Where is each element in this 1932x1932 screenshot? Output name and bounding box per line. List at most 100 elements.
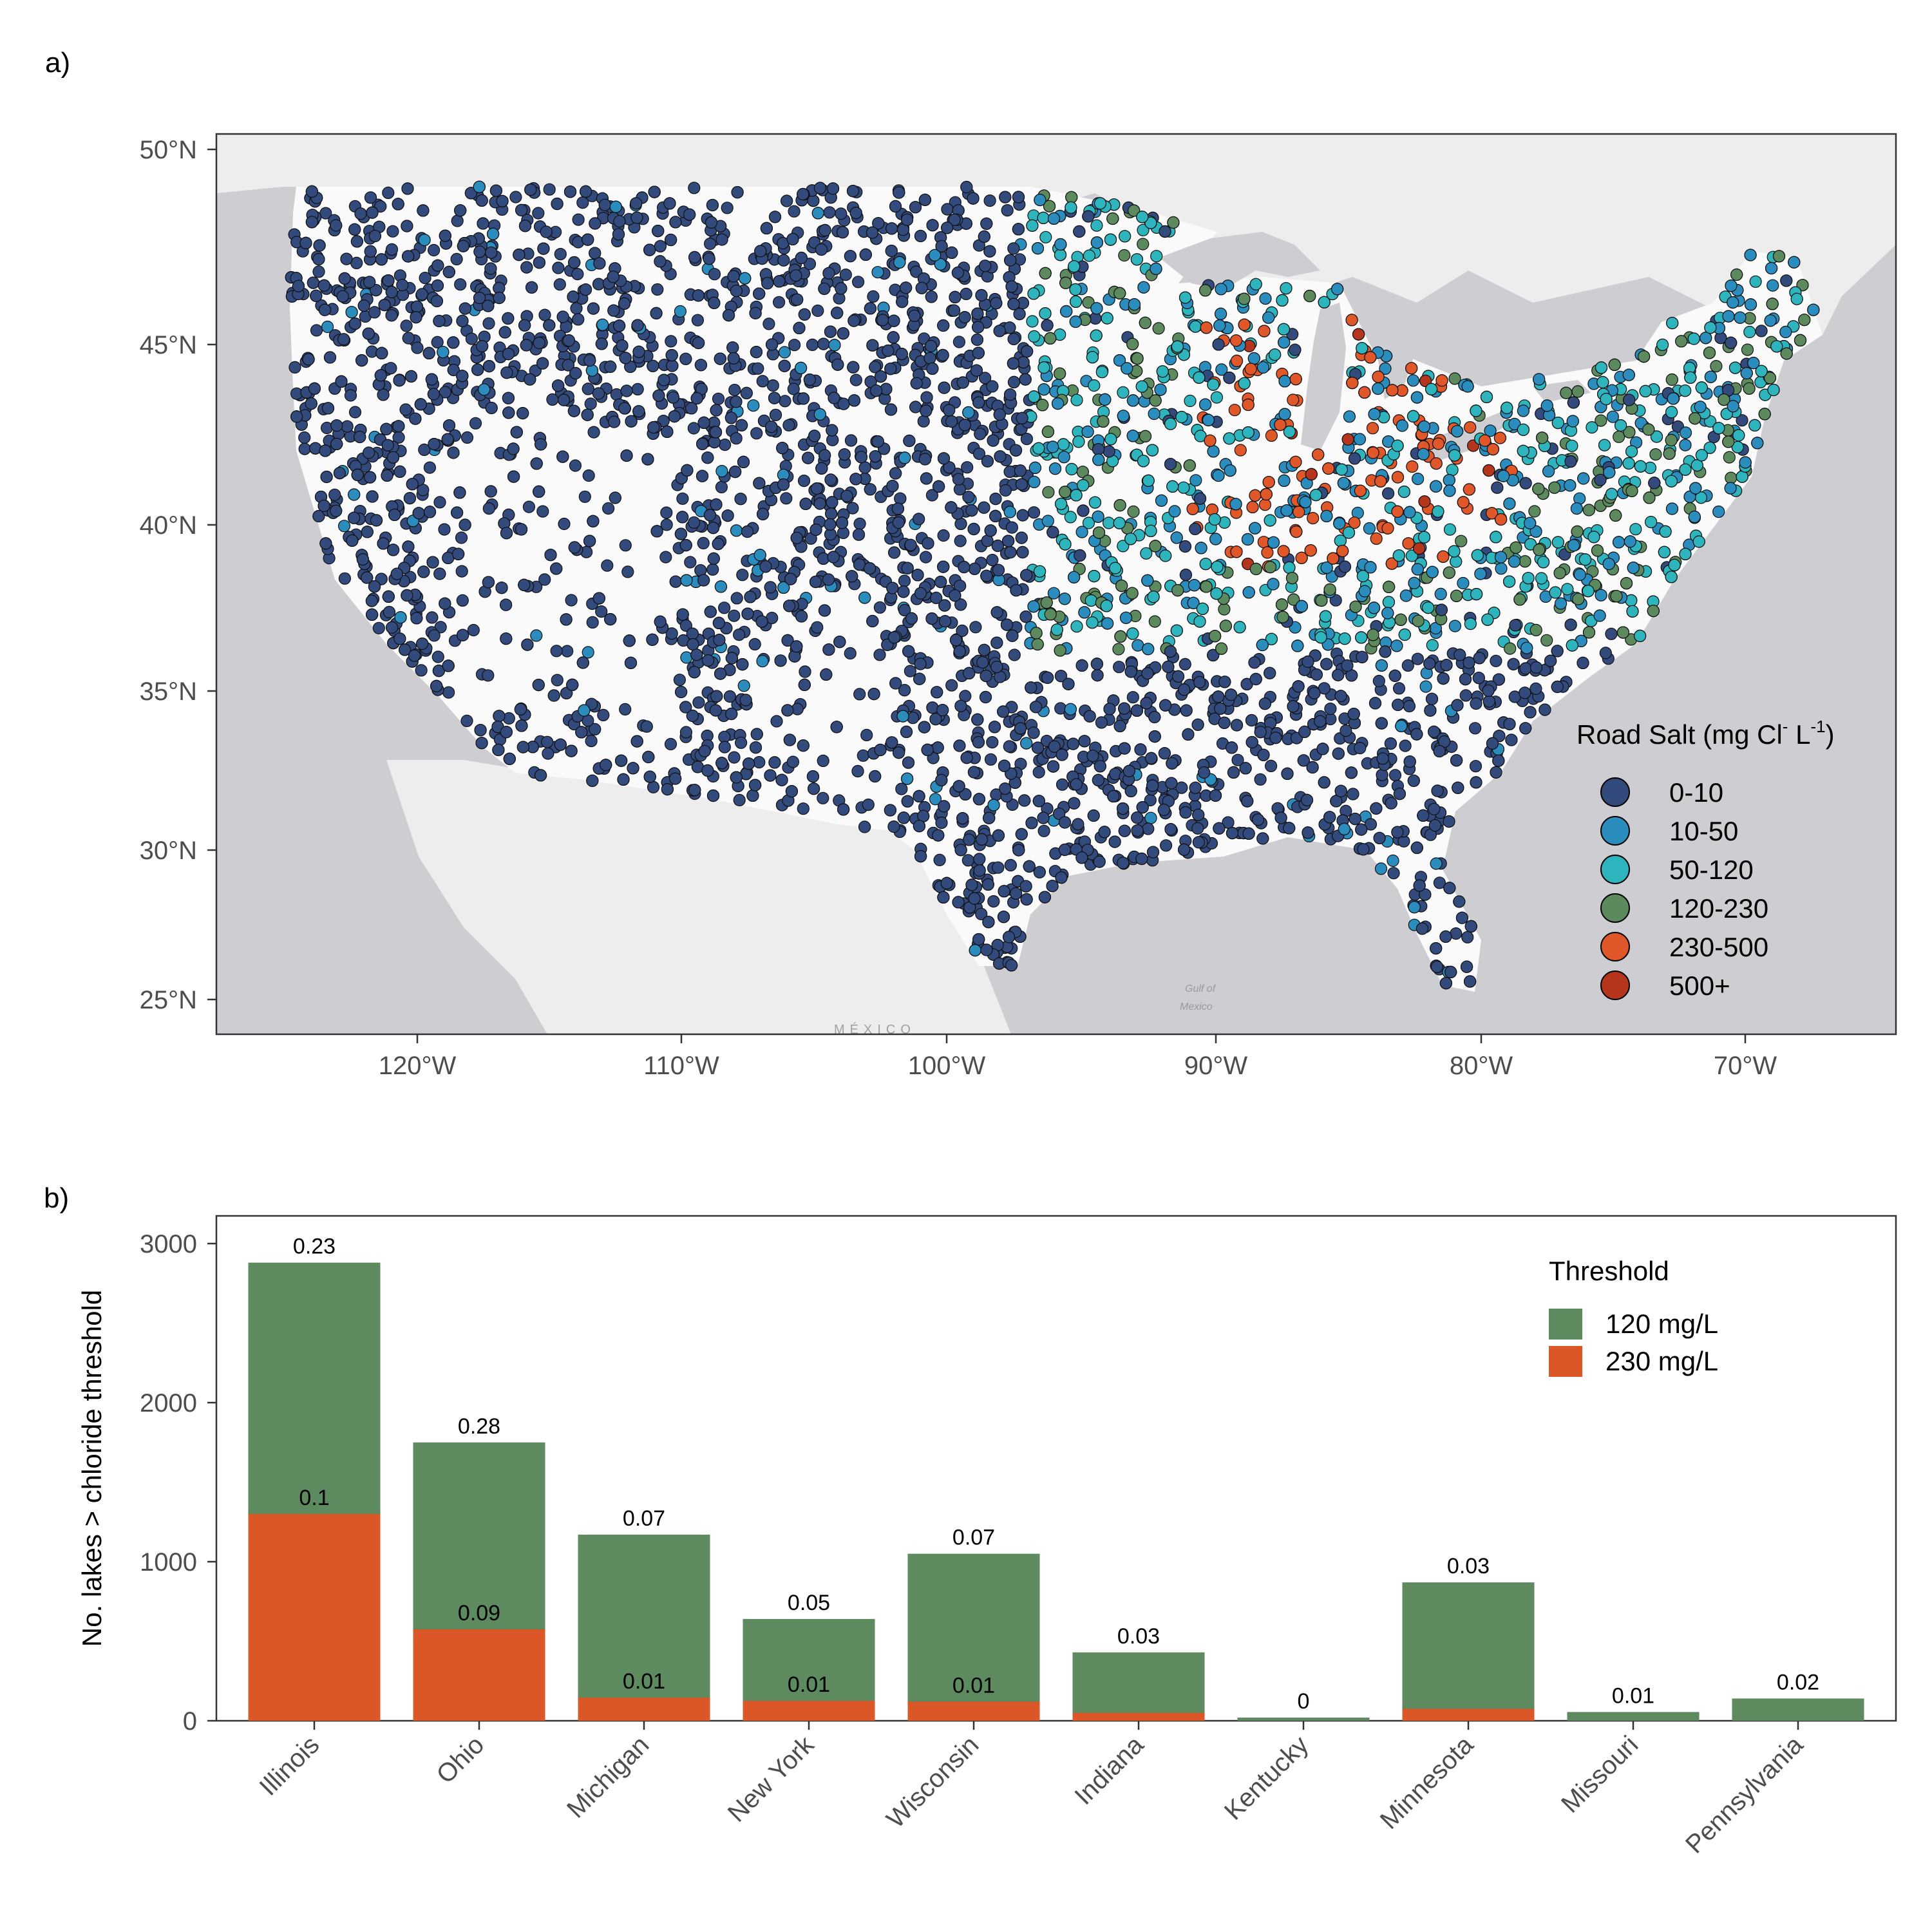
- lake-point: [797, 474, 811, 488]
- lake-point: [1112, 661, 1126, 674]
- lake-point: [1316, 743, 1329, 755]
- lake-point: [500, 632, 513, 645]
- lake-superior: [1159, 232, 1320, 290]
- lake-point: [595, 605, 608, 618]
- lake-point: [919, 551, 933, 564]
- lake-point: [1368, 697, 1382, 710]
- lake-point: [1065, 191, 1078, 204]
- lake-point: [465, 332, 478, 345]
- lake-point: [1645, 515, 1658, 529]
- lake-point: [553, 278, 566, 291]
- lake-point: [631, 383, 644, 396]
- lake-point: [960, 287, 972, 300]
- lake-point: [1256, 361, 1270, 374]
- lake-point: [419, 272, 431, 285]
- lake-point: [717, 601, 731, 614]
- lake-point: [585, 734, 598, 748]
- lake-point: [1348, 516, 1361, 529]
- lake-point: [455, 565, 468, 578]
- lake-point: [365, 594, 378, 607]
- lake-point: [862, 798, 875, 811]
- lake-point: [787, 383, 800, 395]
- lake-point: [909, 401, 922, 413]
- lake-point: [925, 489, 939, 502]
- lake-point: [619, 539, 632, 552]
- lake-point: [808, 430, 821, 442]
- lake-point: [1140, 547, 1153, 560]
- lake-point: [986, 380, 999, 393]
- lake-point: [851, 764, 864, 778]
- lake-point: [734, 493, 747, 506]
- lake-point: [1419, 680, 1432, 693]
- lake-point: [975, 907, 988, 920]
- lake-point: [811, 621, 824, 634]
- lake-point: [1254, 773, 1267, 786]
- lake-point: [431, 336, 444, 349]
- lake-point: [338, 572, 352, 585]
- lake-point: [835, 282, 848, 295]
- lake-point: [551, 674, 564, 687]
- lake-point: [543, 183, 556, 196]
- lake-point: [857, 749, 869, 762]
- lake-point: [952, 336, 966, 348]
- lake-point: [1070, 393, 1083, 406]
- lake-point: [935, 816, 948, 829]
- lake-point: [1193, 615, 1206, 628]
- lake-point: [1723, 451, 1736, 464]
- gulf-label-2: Mexico: [1180, 1001, 1213, 1012]
- lake-point: [788, 205, 800, 218]
- lake-point: [858, 820, 871, 833]
- lake-point: [728, 383, 741, 397]
- lake-point: [1225, 741, 1238, 754]
- lake-point: [415, 664, 428, 677]
- lake-point: [772, 296, 786, 308]
- lake-point: [1017, 355, 1030, 369]
- lake-point: [1218, 603, 1231, 616]
- lake-point: [851, 276, 865, 289]
- lake-point: [431, 650, 444, 663]
- lake-point: [1248, 656, 1261, 669]
- lake-point: [1656, 338, 1669, 352]
- lake-point: [1003, 740, 1016, 753]
- lake-point: [1426, 639, 1439, 652]
- lake-point: [1329, 594, 1342, 607]
- lake-point: [1433, 876, 1446, 889]
- lake-point: [1561, 583, 1574, 596]
- lake-point: [1504, 642, 1517, 655]
- lake-point: [1095, 716, 1108, 729]
- lake-point: [1474, 567, 1487, 580]
- lake-point: [1184, 394, 1197, 408]
- lake-point: [786, 755, 800, 768]
- lake-point: [1459, 689, 1472, 702]
- lake-point: [1679, 426, 1692, 439]
- lake-point: [732, 628, 746, 641]
- lake-point: [697, 536, 710, 550]
- lake-point: [515, 204, 528, 216]
- lake-point: [1264, 759, 1278, 773]
- lake-point: [1028, 475, 1041, 489]
- lake-point: [817, 791, 829, 804]
- lake-point: [609, 491, 621, 504]
- lake-point: [715, 464, 728, 478]
- lake-point: [1595, 414, 1607, 427]
- lake-point: [844, 647, 857, 660]
- lake-point: [1372, 674, 1385, 688]
- lake-point: [1210, 391, 1224, 404]
- lake-point: [1027, 506, 1041, 519]
- panel-a-label: a): [45, 47, 70, 79]
- lake-point: [456, 594, 469, 607]
- lake-erie: [1417, 412, 1507, 464]
- lake-point: [898, 574, 911, 587]
- lake-point: [952, 473, 965, 486]
- lake-point: [684, 556, 697, 569]
- lake-point: [873, 649, 886, 661]
- lake-point: [1148, 407, 1160, 421]
- lake-point: [576, 196, 589, 209]
- lake-point: [1412, 472, 1425, 486]
- lake-point: [794, 361, 808, 375]
- lake-point: [1031, 741, 1045, 754]
- lake-point: [1448, 372, 1461, 385]
- lake-point: [1594, 473, 1607, 486]
- lake-point: [1307, 511, 1320, 525]
